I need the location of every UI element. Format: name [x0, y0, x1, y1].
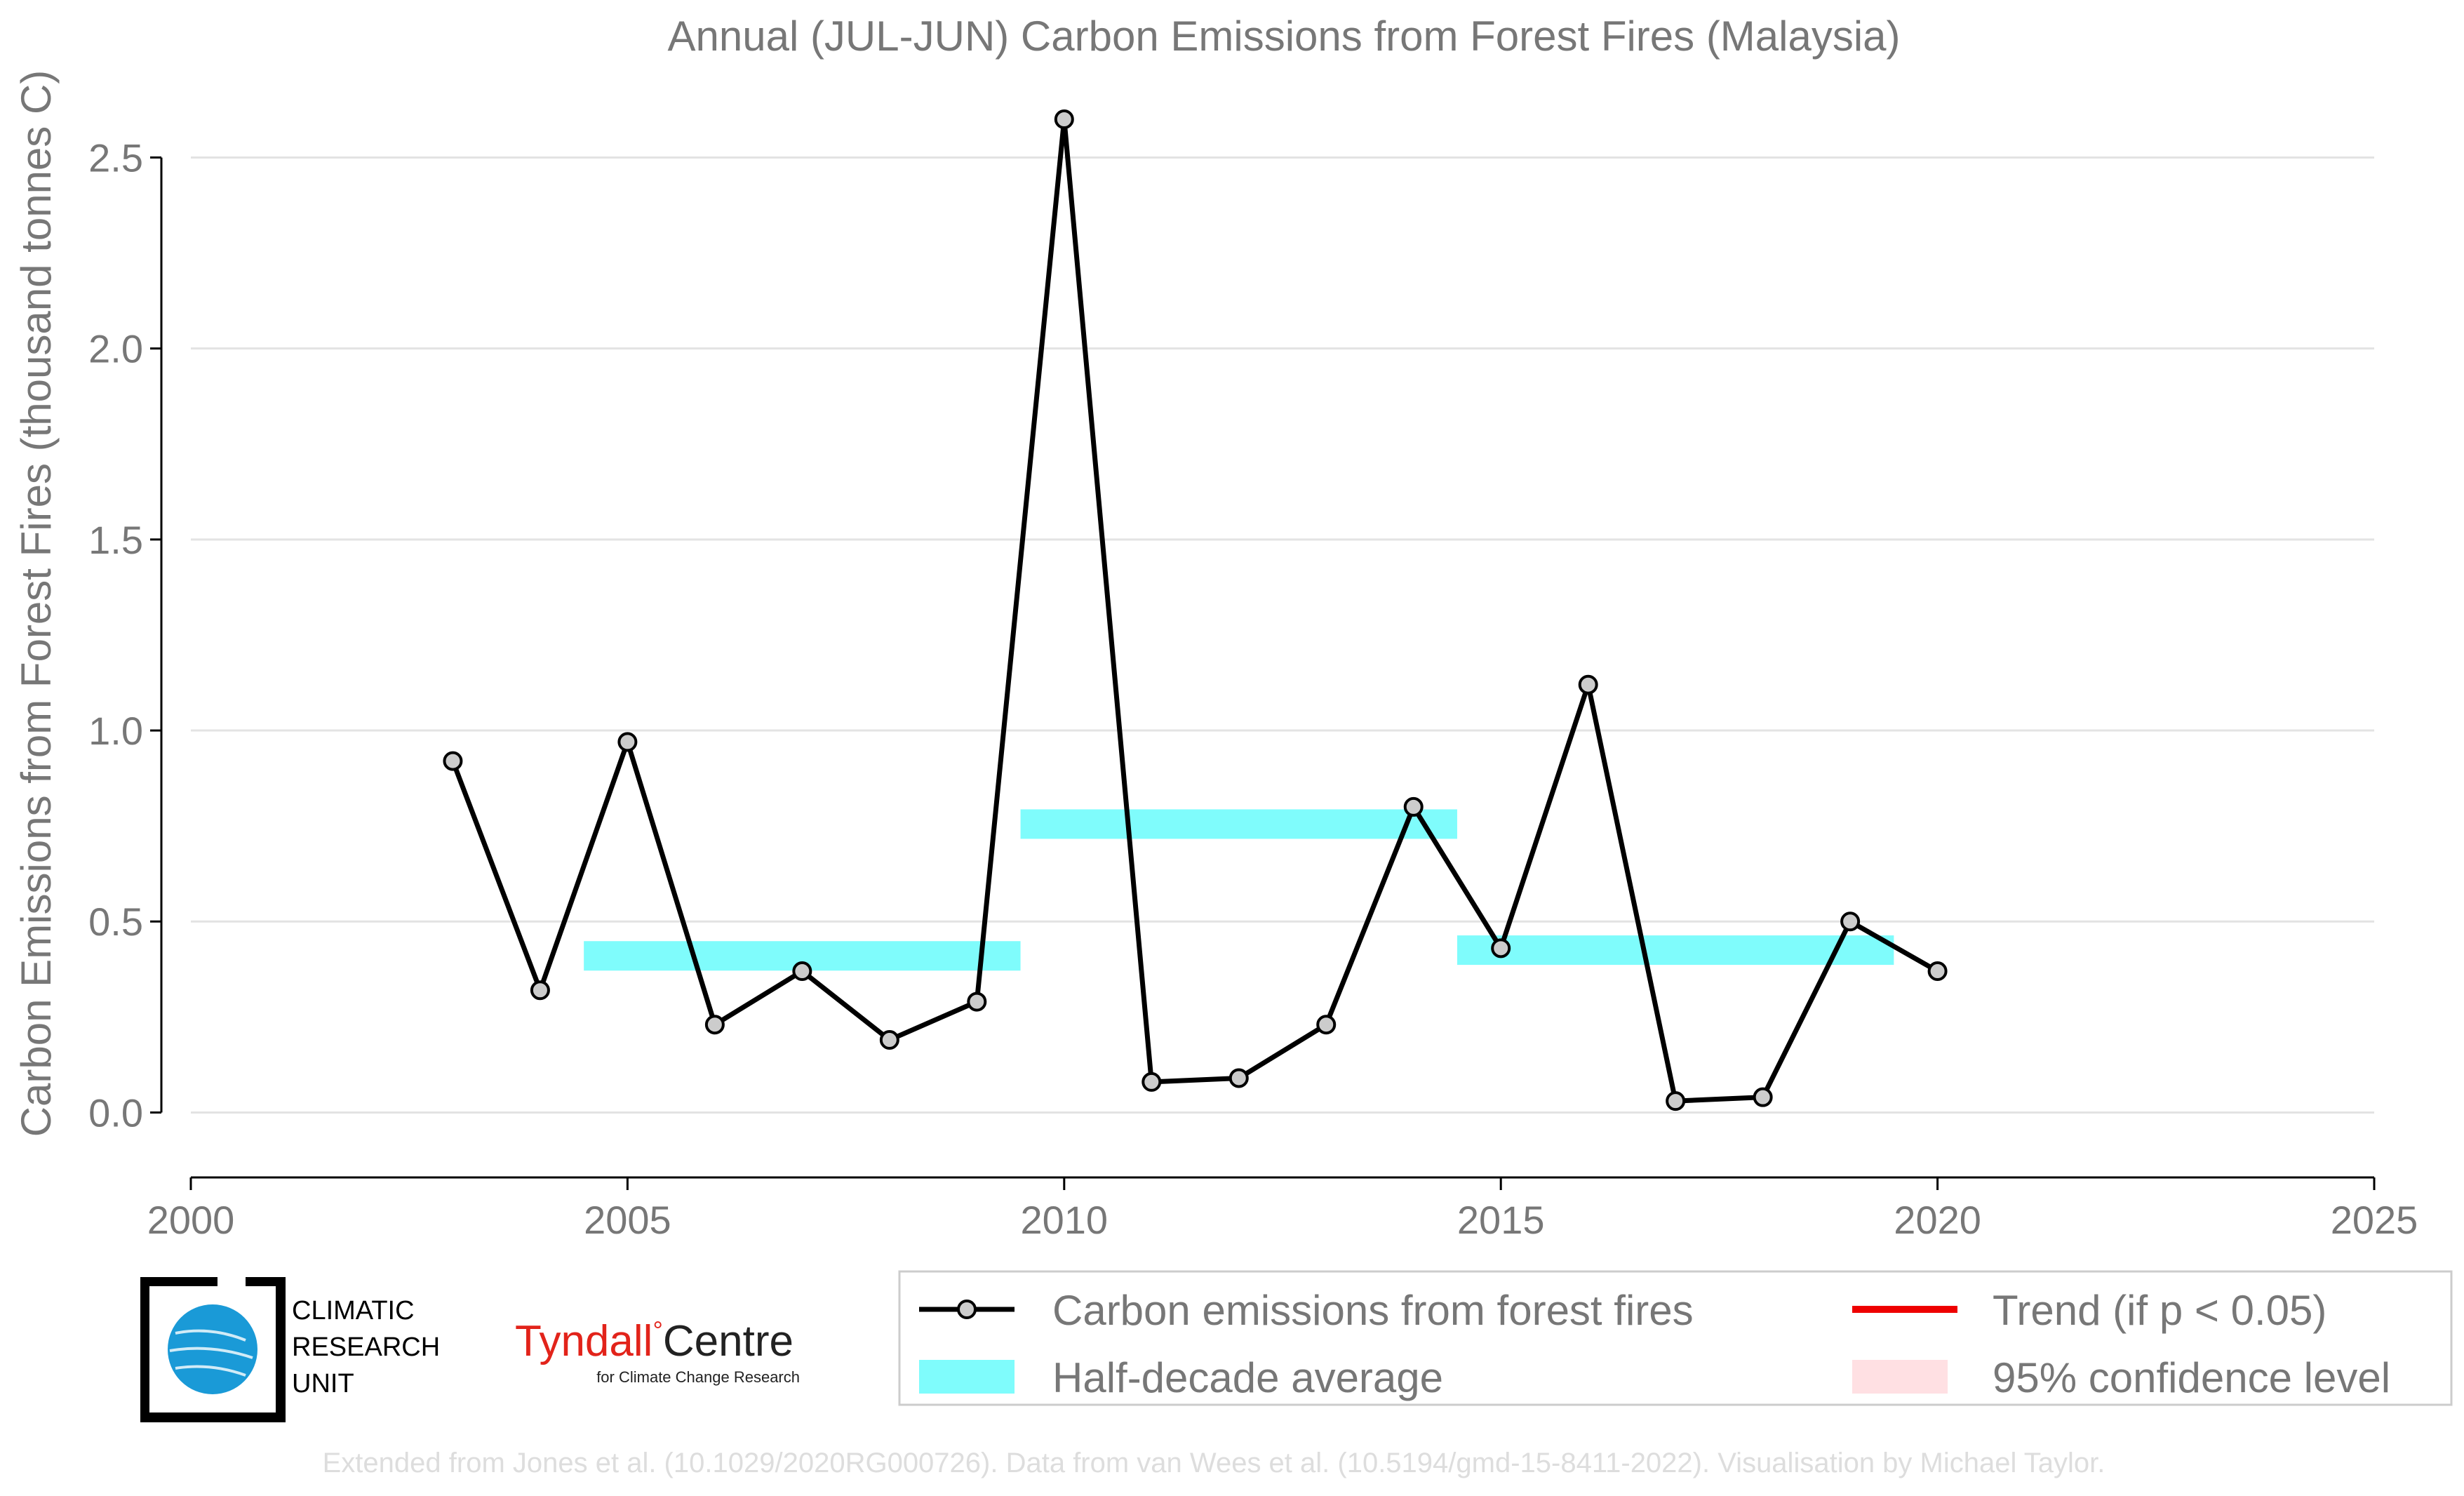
y-tick-label: 1.0: [88, 709, 143, 753]
tyndall-subtitle: for Climate Change Research: [596, 1368, 800, 1386]
legend: Carbon emissions from forest fires Trend …: [898, 1270, 2453, 1406]
footnote: Extended from Jones et al. (10.1029/2020…: [323, 1448, 2105, 1478]
legend-box: [898, 1270, 2453, 1406]
data-point: [1316, 1015, 1337, 1035]
data-point: [704, 1015, 725, 1035]
x-tick-label: 2000: [147, 1198, 235, 1242]
axes: 0.0 0.5 1.0 1.5 2.0 2.5 2000 2005 2010 2015 2020 20…: [88, 135, 2418, 1242]
y-axis-label: Carbon Emissions from Forest Fires (thou…: [13, 70, 60, 1137]
x-tick-label: 2015: [1457, 1198, 1545, 1242]
cru-logo: CLIMATIC RESEARCH UNIT: [140, 1276, 477, 1424]
data-point: [1578, 674, 1598, 695]
x-tick-label: 2025: [2331, 1198, 2418, 1242]
data-point: [967, 991, 987, 1012]
data-point: [530, 980, 550, 1001]
y-tick-label: 0.0: [88, 1090, 143, 1135]
emissions-series: [443, 109, 1948, 1111]
data-point: [1403, 796, 1424, 817]
x-tick-label: 2005: [584, 1198, 671, 1242]
data-point: [1753, 1087, 1773, 1107]
data-point: [1927, 961, 1948, 982]
half-decade-average-bars: [584, 809, 1894, 971]
legend-swatch-marker: [957, 1300, 977, 1319]
tyndall-wordmark: Tyndall°Centre: [515, 1316, 794, 1365]
tyndall-logo: Tyndall°Centre for Climate Change Resear…: [512, 1312, 807, 1396]
legend-swatch-patch: [1852, 1360, 1948, 1394]
data-point: [879, 1030, 899, 1050]
data-point: [792, 961, 812, 982]
cru-frame-icon: [140, 1276, 286, 1422]
chart-title: Annual (JUL-JUN) Carbon Emissions from F…: [667, 13, 1900, 60]
data-point: [443, 751, 463, 771]
half-decade-average-bar: [1020, 809, 1457, 839]
y-tick-label: 1.5: [88, 518, 143, 562]
legend-swatch-patch: [919, 1360, 1015, 1394]
data-point: [1228, 1068, 1249, 1088]
y-grid: [191, 156, 2374, 1114]
legend-label: Carbon emissions from forest fires: [1052, 1287, 1694, 1334]
cru-line-1: CLIMATIC: [292, 1296, 415, 1325]
legend-label: Trend (if p < 0.05): [1993, 1287, 2326, 1334]
data-point: [1491, 938, 1511, 959]
data-point: [1840, 911, 1861, 932]
half-decade-average-bar: [1457, 935, 1894, 966]
x-tick-label: 2020: [1894, 1198, 1981, 1242]
emissions-line: [450, 116, 1939, 1104]
data-point: [1141, 1071, 1162, 1092]
cru-line-2: RESEARCH: [292, 1333, 440, 1362]
data-point: [1666, 1091, 1686, 1111]
x-tick-label: 2010: [1021, 1198, 1109, 1242]
legend-label: Half-decade average: [1052, 1354, 1443, 1401]
y-tick-label: 2.5: [88, 135, 143, 180]
legend-label: 95% confidence level: [1993, 1354, 2390, 1401]
data-point: [1054, 109, 1074, 129]
cru-line-3: UNIT: [292, 1369, 354, 1398]
data-point: [617, 732, 638, 752]
y-tick-label: 0.5: [88, 900, 143, 944]
y-tick-label: 2.0: [88, 327, 143, 371]
